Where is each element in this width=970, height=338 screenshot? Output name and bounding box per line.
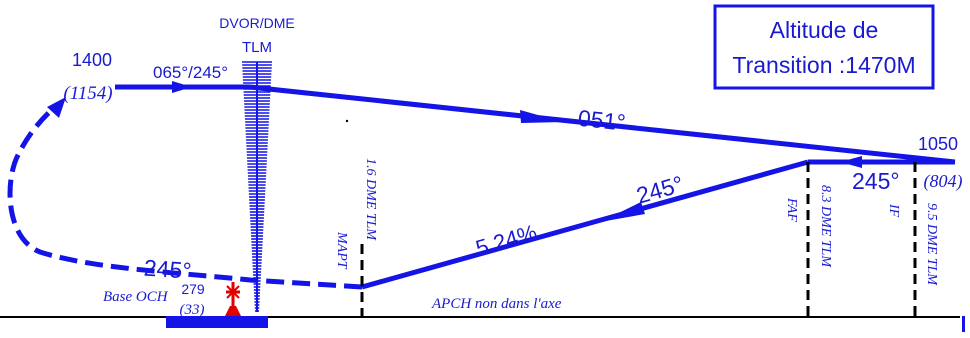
intermediate-track-label: 245° bbox=[852, 168, 900, 194]
transition-line-2: Transition :1470M bbox=[732, 52, 915, 78]
base-och-value: 279 bbox=[181, 281, 205, 297]
obstacle-icon bbox=[225, 282, 241, 316]
outbound-track-arrow bbox=[520, 110, 563, 123]
final-track-label: 245° bbox=[633, 171, 686, 209]
right-fix-altitude: 1050 bbox=[918, 134, 958, 154]
final-descent-arrow bbox=[600, 202, 645, 222]
missed-approach-arrow bbox=[47, 97, 66, 118]
outbound-track bbox=[249, 84, 956, 165]
apch-note: APCH non dans l'axe bbox=[431, 296, 562, 312]
if-label: IF bbox=[886, 203, 901, 218]
transition-line-1: Altitude de bbox=[770, 17, 879, 43]
if-dme-label: 9.5 DME TLM bbox=[924, 203, 939, 286]
navaid-type-label: DVOR/DME bbox=[219, 15, 294, 31]
inbound-track-left-arrow bbox=[172, 81, 192, 93]
faf-label: FAF bbox=[784, 197, 799, 222]
mapt-label: MAPT bbox=[334, 231, 349, 270]
base-och-height: (33) bbox=[180, 302, 205, 318]
reference-dot bbox=[345, 119, 349, 123]
dvor-dme-icon bbox=[242, 61, 272, 312]
return-track-label: 245° bbox=[143, 255, 192, 284]
outbound-track-label: 051° bbox=[577, 105, 627, 136]
gradient-label: 5.24% bbox=[473, 220, 540, 261]
edge-mark bbox=[962, 316, 965, 332]
transition-altitude-box: Altitude de Transition :1470M bbox=[713, 4, 935, 90]
mapt-dme-label: 1.6 DME TLM bbox=[363, 158, 378, 241]
final-descent-track bbox=[361, 159, 809, 290]
left-fix-altitude: 1400 bbox=[72, 50, 112, 70]
faf-dme-label: 8.3 DME TLM bbox=[818, 185, 833, 268]
left-fix-radials: 065°/245° bbox=[153, 63, 228, 82]
base-och-label: Base OCH bbox=[103, 289, 169, 305]
left-fix-height: (1154) bbox=[63, 83, 112, 104]
intermediate-track-arrow bbox=[840, 156, 862, 168]
navaid-ident-label: TLM bbox=[242, 39, 272, 56]
runway-bar bbox=[166, 316, 268, 328]
right-fix-height: (804) bbox=[924, 171, 963, 192]
missed-approach-path bbox=[7, 102, 363, 290]
